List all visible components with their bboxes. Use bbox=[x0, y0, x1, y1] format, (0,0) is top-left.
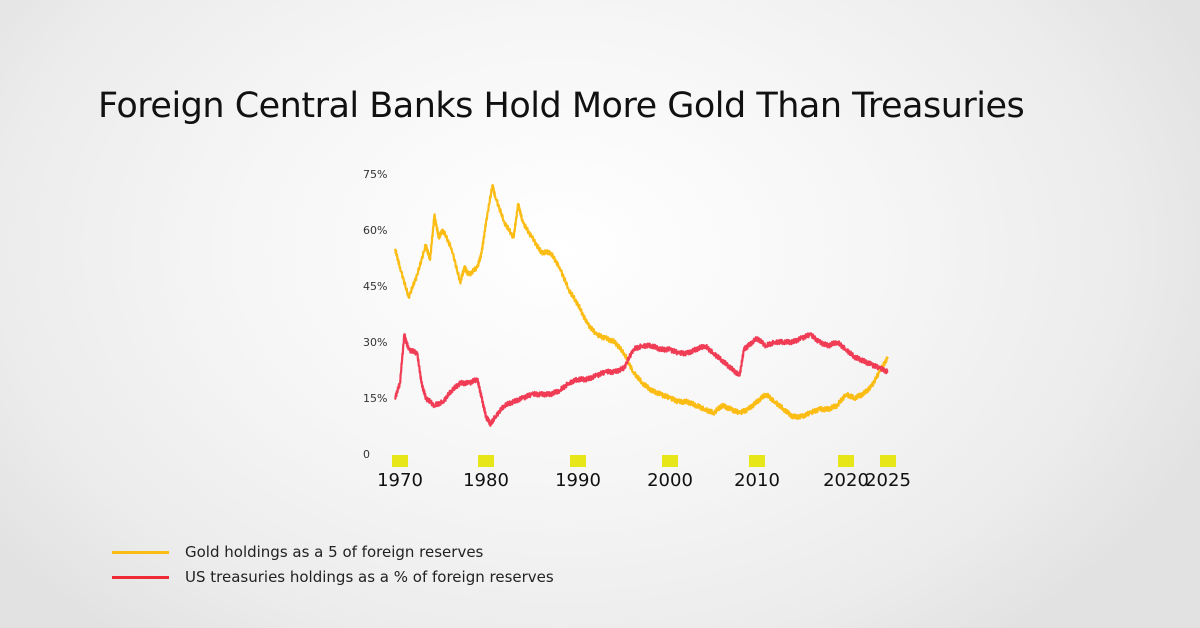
legend-swatch-treasuries bbox=[112, 575, 169, 579]
x-tick-label: 1990 bbox=[555, 470, 601, 491]
y-tick-label: 75% bbox=[363, 168, 387, 181]
y-tick-label: 45% bbox=[363, 280, 387, 293]
x-tick-marker bbox=[749, 455, 765, 467]
y-tick-label: 0 bbox=[363, 448, 370, 461]
chart-title: Foreign Central Banks Hold More Gold Tha… bbox=[98, 86, 1025, 126]
x-tick-label: 2020 bbox=[823, 470, 869, 491]
x-tick-label: 2010 bbox=[734, 470, 780, 491]
x-tick-label: 2000 bbox=[647, 470, 693, 491]
series-line-gold bbox=[393, 184, 889, 420]
legend-label-treasuries: US treasuries holdings as a % of foreign… bbox=[185, 568, 554, 586]
series-line-treasuries bbox=[394, 332, 889, 427]
x-tick-label: 1970 bbox=[377, 470, 423, 491]
x-tick-label: 1980 bbox=[463, 470, 509, 491]
x-tick-label: 2025 bbox=[865, 470, 911, 491]
x-tick-marker bbox=[880, 455, 896, 467]
x-tick-marker bbox=[662, 455, 678, 467]
legend-label-gold: Gold holdings as a 5 of foreign reserves bbox=[185, 543, 484, 561]
y-tick-label: 30% bbox=[363, 336, 387, 349]
x-tick-marker bbox=[838, 455, 854, 467]
y-tick-label: 15% bbox=[363, 392, 387, 405]
x-tick-marker bbox=[392, 455, 408, 467]
x-tick-marker bbox=[478, 455, 494, 467]
legend-item-treasuries: US treasuries holdings as a % of foreign… bbox=[112, 568, 554, 586]
x-tick-marker bbox=[570, 455, 586, 467]
y-tick-label: 60% bbox=[363, 224, 387, 237]
legend-item-gold: Gold holdings as a 5 of foreign reserves bbox=[112, 543, 483, 561]
legend-swatch-gold bbox=[112, 550, 169, 554]
